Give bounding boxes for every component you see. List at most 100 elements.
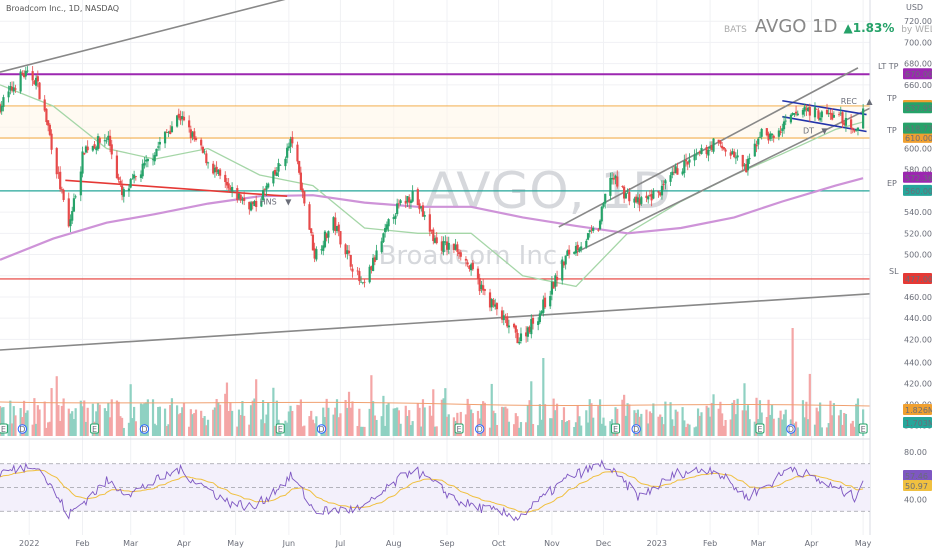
trendline: [0, 0, 286, 73]
candle-body: [428, 214, 431, 232]
candle-body: [504, 316, 507, 318]
candle-body: [346, 250, 349, 254]
volume-bar: [325, 398, 328, 436]
candle-body: [313, 248, 316, 259]
volume-bar: [193, 413, 196, 436]
candle-body: [260, 201, 263, 207]
volume-bar: [74, 408, 77, 436]
candle-body: [60, 189, 63, 190]
volume-bar: [241, 401, 244, 436]
earnings-marker-label: E: [861, 425, 866, 434]
volume-bar: [205, 425, 208, 436]
candle-body: [506, 316, 509, 327]
volume-bar: [700, 412, 703, 436]
candle-body: [201, 146, 204, 153]
candle-body: [746, 158, 750, 171]
candle-body: [217, 169, 220, 174]
candle-body: [710, 145, 713, 150]
volume-bar: [181, 407, 184, 436]
candle-body: [404, 200, 407, 204]
volume-bar: [361, 426, 364, 436]
volume-bar: [729, 419, 732, 436]
earnings-marker: [858, 423, 868, 434]
volume-bar: [179, 413, 182, 436]
volume-bar: [813, 424, 817, 436]
volume-bar: [676, 411, 679, 436]
volume-bar: [139, 403, 143, 436]
candle-body: [466, 262, 469, 265]
volume-bar: [722, 425, 725, 436]
candle-body: [188, 120, 191, 128]
candle-body: [851, 128, 854, 130]
candle-body: [652, 190, 655, 199]
candle-body: [363, 281, 366, 283]
earnings-marker-label: E: [1, 425, 6, 434]
pattern-marker: ▼: [285, 198, 292, 207]
rsi-line: [0, 459, 864, 522]
candle-body: [134, 176, 137, 178]
candle-body: [263, 189, 266, 190]
trendline: [575, 107, 871, 254]
candle-body: [440, 241, 443, 251]
volume-bar: [598, 399, 602, 436]
candle-body: [495, 303, 498, 310]
candle-body: [117, 177, 120, 180]
volume-bar: [10, 423, 14, 436]
volume-bar: [91, 403, 94, 436]
volume-bar: [47, 422, 50, 436]
volume-bar: [286, 422, 289, 436]
volume-bar: [332, 414, 335, 436]
rsi-axis-tick: 40.00: [904, 495, 927, 504]
candle-body: [693, 154, 696, 161]
volume-bar: [743, 383, 746, 436]
volume-bar: [688, 424, 691, 436]
candle-body: [273, 169, 277, 175]
candle-body: [81, 151, 84, 174]
volume-bar: [191, 414, 194, 436]
volume-bar: [645, 409, 648, 436]
volume-bar: [831, 415, 834, 436]
volume-bar: [621, 399, 624, 436]
rsi-tag-bg: [903, 470, 932, 481]
candle-body: [456, 244, 459, 252]
time-axis-tick: Aug: [386, 539, 402, 548]
candle-body: [681, 171, 684, 175]
level-price-tag-bg: [903, 184, 932, 196]
candle-body: [397, 203, 400, 205]
volume-bar: [604, 425, 607, 436]
volume-bar: [844, 413, 848, 436]
candle-body: [430, 230, 433, 231]
pattern-annotation: REC: [841, 97, 858, 106]
candle-body: [722, 147, 725, 150]
candle-body: [57, 172, 60, 174]
candle-body: [370, 266, 373, 270]
candle-body: [418, 203, 421, 210]
candle-body: [103, 140, 106, 142]
candle-body: [724, 149, 727, 152]
candle-body: [2, 97, 5, 107]
volume-bar: [349, 407, 352, 436]
volume-bar: [177, 414, 180, 436]
candle-body: [494, 304, 497, 307]
candle-body: [0, 105, 3, 112]
candle-body: [420, 206, 423, 209]
volume-bar: [96, 402, 100, 436]
volume-bar: [633, 410, 636, 436]
volume-bar: [518, 427, 521, 436]
volume-bar: [372, 401, 375, 436]
volume-bar: [107, 402, 110, 436]
candle-body: [635, 196, 638, 203]
time-axis-tick: Nov: [544, 539, 560, 548]
price-axis-tick: 600.00: [904, 144, 932, 153]
volume-bar: [36, 405, 39, 436]
volume-bar: [829, 400, 832, 436]
volume-bar: [819, 402, 822, 436]
earnings-marker-label: E: [92, 425, 97, 434]
time-axis-tick: Mar: [123, 539, 139, 548]
volume-bar: [9, 400, 12, 436]
volume-bar: [153, 423, 156, 436]
dividend-marker: [631, 424, 641, 434]
candle-body: [181, 116, 184, 120]
volume-bar: [428, 405, 431, 436]
volume-bar: [681, 407, 684, 436]
